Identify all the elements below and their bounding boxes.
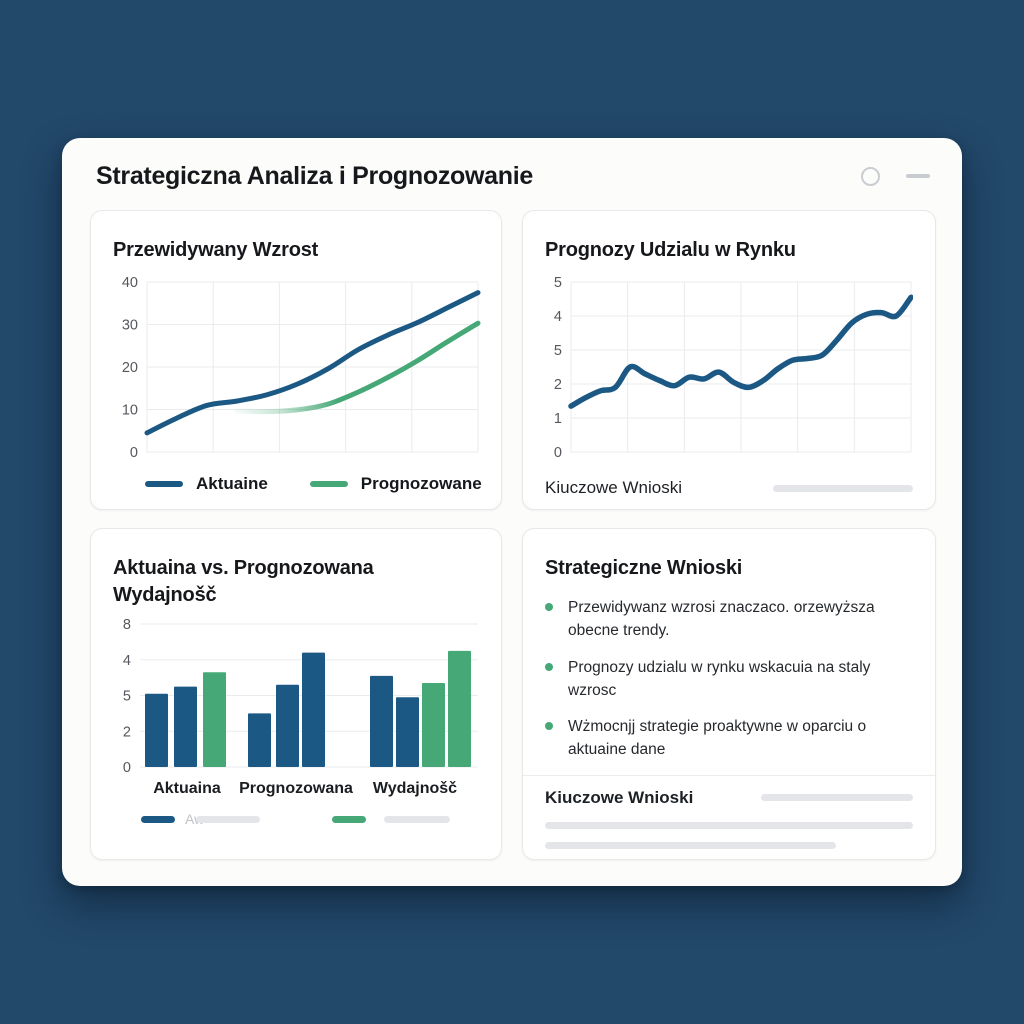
window-header: Strategiczna Analiza i Prognozowanie bbox=[96, 158, 930, 194]
panel-performance-comparison: Aktuaina vs. Prognozowana Wydajnošč 8 4 5 2… bbox=[90, 528, 502, 860]
window-controls bbox=[861, 166, 930, 186]
panel-title: Aktuaina vs. Prognozowana Wydajnošč bbox=[113, 557, 374, 606]
legend-swatch-green bbox=[332, 815, 367, 823]
market-share-line-chart: 5 4 5 2 1 0 bbox=[554, 275, 913, 461]
svg-text:0: 0 bbox=[123, 760, 131, 776]
legend-label: Prognozowane bbox=[360, 474, 482, 493]
panel-title: Prognozy Udzialu w Rynku bbox=[545, 239, 796, 261]
panel-market-share: Prognozy Udzialu w Rynku 5 4 5 2 1 0 Kiuczowe… bbox=[522, 210, 936, 510]
panel-predicted-growth: Przewidywany Wzrost 40 30 20 10 0 Aktuaine P… bbox=[90, 210, 502, 510]
svg-text:8: 8 bbox=[123, 619, 131, 633]
svg-text:2: 2 bbox=[554, 377, 562, 393]
market-footer: Kiuczowe Wnioski bbox=[545, 478, 913, 498]
bullet-dot-icon bbox=[545, 662, 553, 671]
svg-text:1: 1 bbox=[554, 411, 562, 427]
bullet-dot-icon bbox=[545, 603, 553, 611]
insight-item: Przewidywanz wzrosi znaczaco. orzewyższa… bbox=[545, 596, 913, 643]
svg-text:5: 5 bbox=[554, 275, 562, 291]
dashboard-window: Strategiczna Analiza i Prognozowanie Prz… bbox=[62, 138, 962, 886]
skeleton-bar bbox=[384, 815, 451, 823]
window-title: Strategiczna Analiza i Prognozowanie bbox=[96, 161, 533, 190]
svg-text:30: 30 bbox=[122, 318, 138, 334]
performance-bar-chart: 8 4 5 2 0 Aktuaina Prognozowana Wydajnošč bbox=[123, 619, 478, 797]
insights-footer: Kiuczowe Wnioski bbox=[545, 788, 913, 808]
svg-text:10: 10 bbox=[122, 403, 138, 419]
skeleton-bar bbox=[545, 841, 836, 849]
legend-swatch-blue bbox=[145, 480, 183, 488]
panel-title: Strategiczne Wnioski bbox=[545, 557, 743, 579]
panel-title: Przewidywany Wzrost bbox=[113, 239, 319, 261]
insight-text: Prognozy udzialu w rynku wskacuia na sta… bbox=[568, 658, 871, 699]
dashboard-grid: Przewidywany Wzrost 40 30 20 10 0 Aktuaine P… bbox=[90, 210, 936, 860]
svg-text:2: 2 bbox=[123, 724, 131, 740]
svg-text:5: 5 bbox=[554, 343, 562, 359]
insight-item: Prognozy udzialu w rynku wskacuia na sta… bbox=[545, 656, 913, 703]
svg-text:4: 4 bbox=[123, 653, 131, 669]
insight-text: Przewidywanz wzrosi znaczaco. orzewyższa… bbox=[568, 599, 875, 640]
svg-text:0: 0 bbox=[130, 445, 138, 461]
svg-text:Prognozowana: Prognozowana bbox=[239, 780, 353, 797]
insight-item: Wżmocnjj strategie proaktywne w oparciu … bbox=[545, 715, 913, 762]
legend-swatch-blue bbox=[141, 815, 175, 823]
skeleton-bar bbox=[545, 821, 913, 829]
kiuczowe-wnioski-label: Kiuczowe Wnioski bbox=[545, 787, 694, 807]
svg-text:20: 20 bbox=[122, 360, 138, 376]
legend-item-prognozowane: Prognozowane bbox=[309, 474, 482, 494]
bullet-dot-icon bbox=[545, 722, 553, 730]
legend-label: Aktuaine bbox=[196, 474, 268, 493]
legend-item-aktuaine: Aktuaine bbox=[145, 474, 268, 494]
insight-list: Przewidywanz wzrosi znaczaco. orzewyższa… bbox=[545, 596, 913, 762]
skeleton-bar bbox=[773, 484, 913, 492]
svg-text:Wydajnošč: Wydajnošč bbox=[373, 780, 457, 797]
circle-icon[interactable] bbox=[861, 166, 880, 186]
divider bbox=[523, 774, 935, 776]
performance-legend: Aw bbox=[141, 811, 479, 827]
svg-text:4: 4 bbox=[554, 309, 562, 325]
growth-legend: Aktuaine Prognozowane bbox=[145, 474, 482, 494]
growth-line-chart: 40 30 20 10 0 bbox=[122, 275, 481, 461]
legend-swatch-green bbox=[309, 480, 348, 488]
svg-text:5: 5 bbox=[123, 689, 131, 705]
skeleton-bar bbox=[761, 794, 913, 801]
minimize-icon[interactable] bbox=[906, 174, 930, 178]
svg-text:40: 40 bbox=[122, 275, 138, 291]
legend-partial-text: Aw bbox=[185, 811, 205, 827]
insight-text: Wżmocnjj strategie proaktywne w oparciu … bbox=[568, 718, 867, 759]
kiuczowe-wnioski-label: Kiuczowe Wnioski bbox=[545, 478, 682, 497]
skeleton-bar bbox=[196, 815, 261, 823]
panel-strategic-insights: Strategiczne Wnioski Przewidywanz wzrosi… bbox=[522, 528, 936, 860]
svg-text:Aktuaina: Aktuaina bbox=[153, 780, 221, 797]
svg-text:0: 0 bbox=[554, 445, 562, 461]
